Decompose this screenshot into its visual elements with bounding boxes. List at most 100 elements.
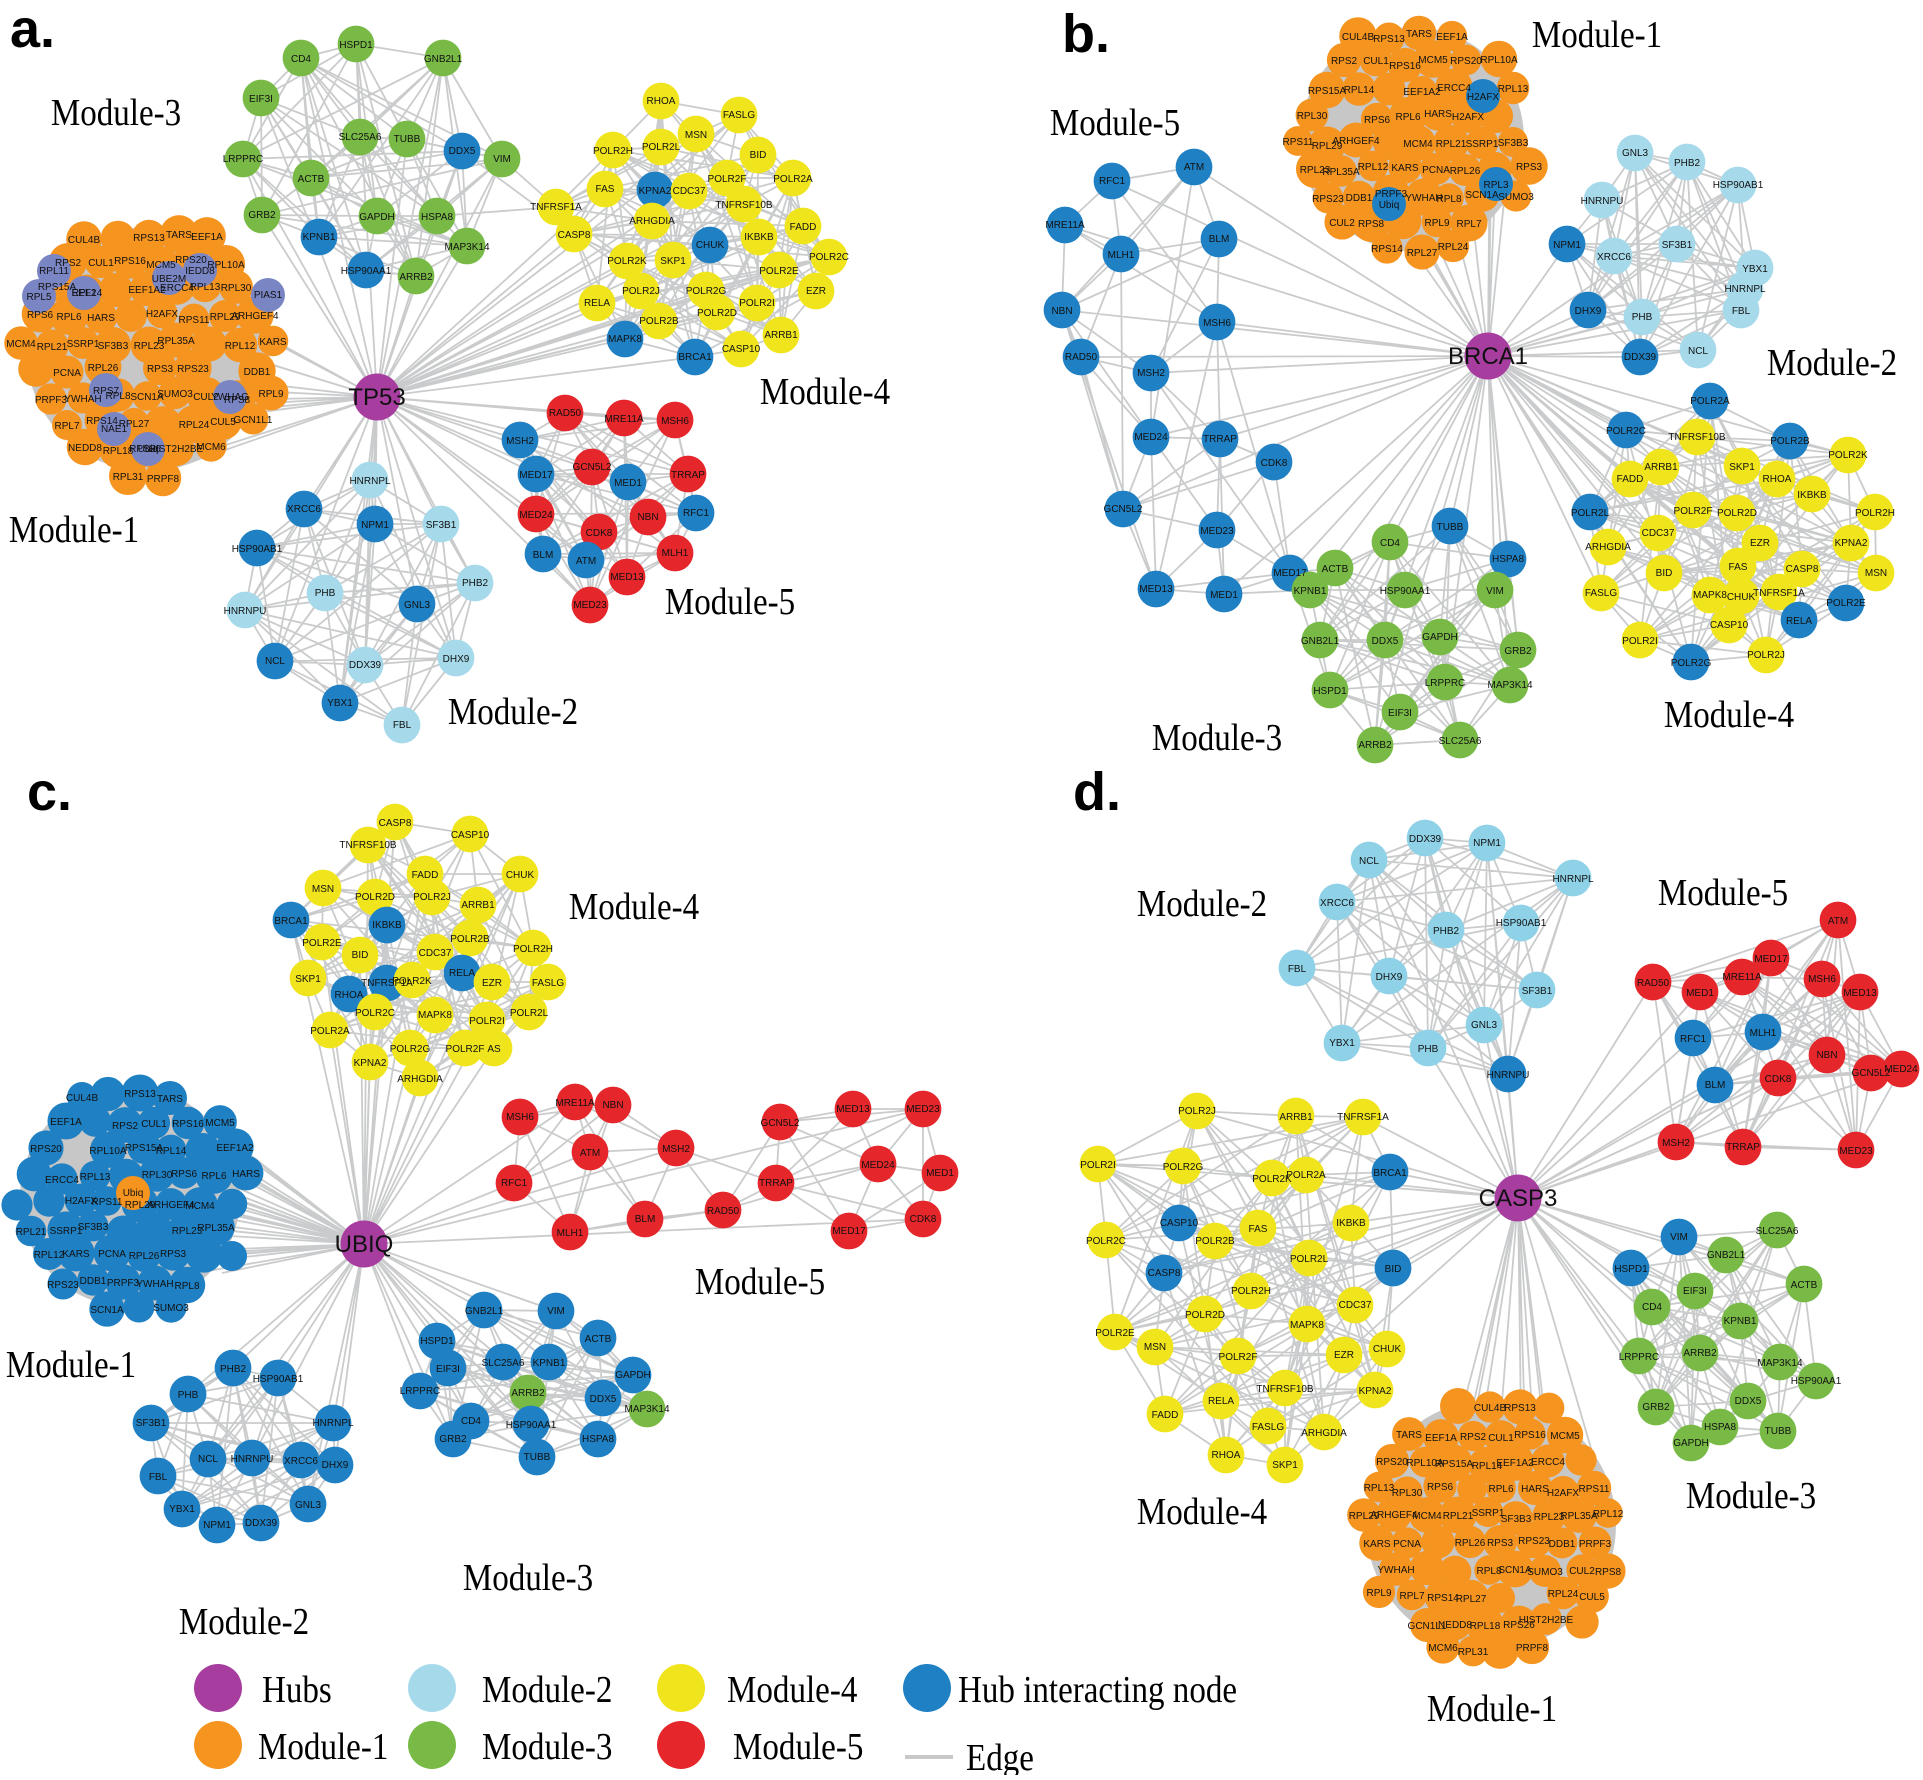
svg-text:H2AFX: H2AFX <box>1452 112 1485 123</box>
svg-text:RPL6: RPL6 <box>1395 112 1420 123</box>
svg-text:POLR2L: POLR2L <box>1290 1254 1329 1265</box>
svg-text:Edge: Edge <box>966 1736 1034 1775</box>
svg-text:MED17: MED17 <box>519 470 553 481</box>
svg-text:RPL9: RPL9 <box>1424 218 1449 229</box>
svg-text:RPS15A: RPS15A <box>1435 1459 1474 1470</box>
svg-text:EEF1A: EEF1A <box>1425 1433 1457 1444</box>
svg-text:MSH6: MSH6 <box>1203 318 1231 329</box>
svg-text:DHX9: DHX9 <box>322 1460 349 1471</box>
svg-text:CHUK: CHUK <box>696 240 725 251</box>
svg-text:MAPK8: MAPK8 <box>418 1010 452 1021</box>
svg-text:GNL3: GNL3 <box>1622 148 1649 159</box>
svg-text:RPL13: RPL13 <box>80 1172 111 1183</box>
svg-text:DDX5: DDX5 <box>449 146 476 157</box>
svg-text:ACTB: ACTB <box>1791 1280 1818 1291</box>
svg-text:NCL: NCL <box>1688 346 1708 357</box>
svg-text:NPM1: NPM1 <box>1553 240 1581 251</box>
svg-text:RPS6: RPS6 <box>171 1169 198 1180</box>
svg-text:FADD: FADD <box>790 222 817 233</box>
svg-text:POLR2F: POLR2F <box>708 174 747 185</box>
svg-text:RPS13: RPS13 <box>124 1089 156 1100</box>
svg-text:Module-4: Module-4 <box>760 370 891 413</box>
svg-text:KPNB1: KPNB1 <box>1294 586 1327 597</box>
svg-text:TNFRSF1A: TNFRSF1A <box>530 202 582 213</box>
svg-text:FADD: FADD <box>1152 1410 1179 1421</box>
svg-text:Ubiq: Ubiq <box>138 444 159 455</box>
svg-text:a.: a. <box>10 0 55 59</box>
svg-text:DDX5: DDX5 <box>590 1394 617 1405</box>
svg-text:RHOA: RHOA <box>647 96 676 107</box>
svg-text:GAPDH: GAPDH <box>359 212 395 223</box>
svg-text:HNRNPL: HNRNPL <box>1724 284 1766 295</box>
svg-text:RPL8: RPL8 <box>1436 194 1461 205</box>
svg-text:RPL8: RPL8 <box>1476 1566 1501 1577</box>
svg-text:SLC25A6: SLC25A6 <box>339 132 382 143</box>
svg-text:NAE1: NAE1 <box>101 424 128 435</box>
svg-text:BLM: BLM <box>1705 1080 1726 1091</box>
svg-text:SF3B1: SF3B1 <box>426 520 457 531</box>
svg-text:PRPF3: PRPF3 <box>1579 1539 1612 1550</box>
svg-text:SKP1: SKP1 <box>1272 1460 1298 1471</box>
svg-text:MED23: MED23 <box>1200 526 1234 537</box>
svg-text:DDX5: DDX5 <box>1372 636 1399 647</box>
svg-text:POLR2J: POLR2J <box>1747 650 1785 661</box>
svg-text:ARRB2: ARRB2 <box>1683 1348 1717 1359</box>
svg-text:RPL8: RPL8 <box>105 391 130 402</box>
svg-text:RPL18: RPL18 <box>103 446 134 457</box>
svg-text:MAP3K14: MAP3K14 <box>1487 680 1532 691</box>
svg-text:RELA: RELA <box>1786 616 1812 627</box>
svg-text:RPL14: RPL14 <box>72 288 103 299</box>
svg-text:TUBB: TUBB <box>524 1452 551 1463</box>
svg-text:CD4: CD4 <box>461 1416 481 1427</box>
svg-text:RPL5: RPL5 <box>26 292 51 303</box>
svg-text:SF3B3: SF3B3 <box>1501 1514 1532 1525</box>
svg-text:MED1: MED1 <box>1210 590 1238 601</box>
svg-text:RPL10A: RPL10A <box>1406 1458 1444 1469</box>
svg-text:Module-2: Module-2 <box>482 1668 612 1711</box>
svg-text:SCN1A: SCN1A <box>130 392 164 403</box>
svg-text:CUL1: CUL1 <box>88 258 114 269</box>
svg-text:GCN5L2: GCN5L2 <box>761 1118 800 1129</box>
svg-text:RPS26: RPS26 <box>1503 1620 1535 1631</box>
svg-text:MED1: MED1 <box>614 478 642 489</box>
svg-text:HSPA8: HSPA8 <box>421 212 453 223</box>
svg-text:BRCA1: BRCA1 <box>274 916 308 927</box>
svg-text:DDB1: DDB1 <box>244 367 271 378</box>
svg-text:GNB2L1: GNB2L1 <box>424 54 463 65</box>
svg-text:ARHGDIA: ARHGDIA <box>1301 1428 1347 1439</box>
svg-text:GCN5L2: GCN5L2 <box>1104 504 1143 515</box>
svg-text:SF3B1: SF3B1 <box>136 1418 167 1429</box>
svg-text:RHOA: RHOA <box>1212 1450 1241 1461</box>
svg-text:CDC37: CDC37 <box>1339 1300 1372 1311</box>
svg-text:MSH6: MSH6 <box>661 416 689 427</box>
svg-text:PRPF8: PRPF8 <box>1516 1643 1549 1654</box>
svg-text:RPS11: RPS11 <box>1579 1484 1610 1495</box>
svg-text:FADD: FADD <box>412 870 439 881</box>
svg-text:CUL2: CUL2 <box>1569 1566 1595 1577</box>
svg-text:DDX39: DDX39 <box>349 660 382 671</box>
svg-text:VIM: VIM <box>493 154 511 165</box>
svg-text:FBL: FBL <box>149 1472 168 1483</box>
svg-text:RPL27: RPL27 <box>1407 248 1438 259</box>
svg-text:RPL14: RPL14 <box>1344 85 1375 96</box>
svg-text:CHUK: CHUK <box>506 870 535 881</box>
svg-text:NBN: NBN <box>1051 306 1072 317</box>
svg-text:GRB2: GRB2 <box>1504 646 1532 657</box>
svg-text:GRB2: GRB2 <box>439 1434 467 1445</box>
svg-text:GNB2L1: GNB2L1 <box>1301 636 1340 647</box>
svg-text:SF3B1: SF3B1 <box>1522 986 1553 997</box>
svg-text:RPL7: RPL7 <box>1399 1591 1424 1602</box>
svg-text:NBN: NBN <box>1816 1050 1837 1061</box>
svg-text:Module-5: Module-5 <box>1050 101 1180 144</box>
svg-text:RFC1: RFC1 <box>683 508 710 519</box>
svg-text:RPL11: RPL11 <box>39 266 69 277</box>
svg-text:ATM: ATM <box>576 556 596 567</box>
svg-text:MED24: MED24 <box>861 1160 895 1171</box>
svg-text:RPL24: RPL24 <box>1548 1589 1579 1600</box>
svg-text:VIM: VIM <box>547 1306 565 1317</box>
svg-text:NBN: NBN <box>637 512 658 523</box>
svg-text:ARRB1: ARRB1 <box>1279 1112 1313 1123</box>
svg-text:NEDD8: NEDD8 <box>1438 1620 1472 1631</box>
svg-text:RPL26: RPL26 <box>1455 1538 1486 1549</box>
svg-text:MCM4: MCM4 <box>1412 1511 1442 1522</box>
